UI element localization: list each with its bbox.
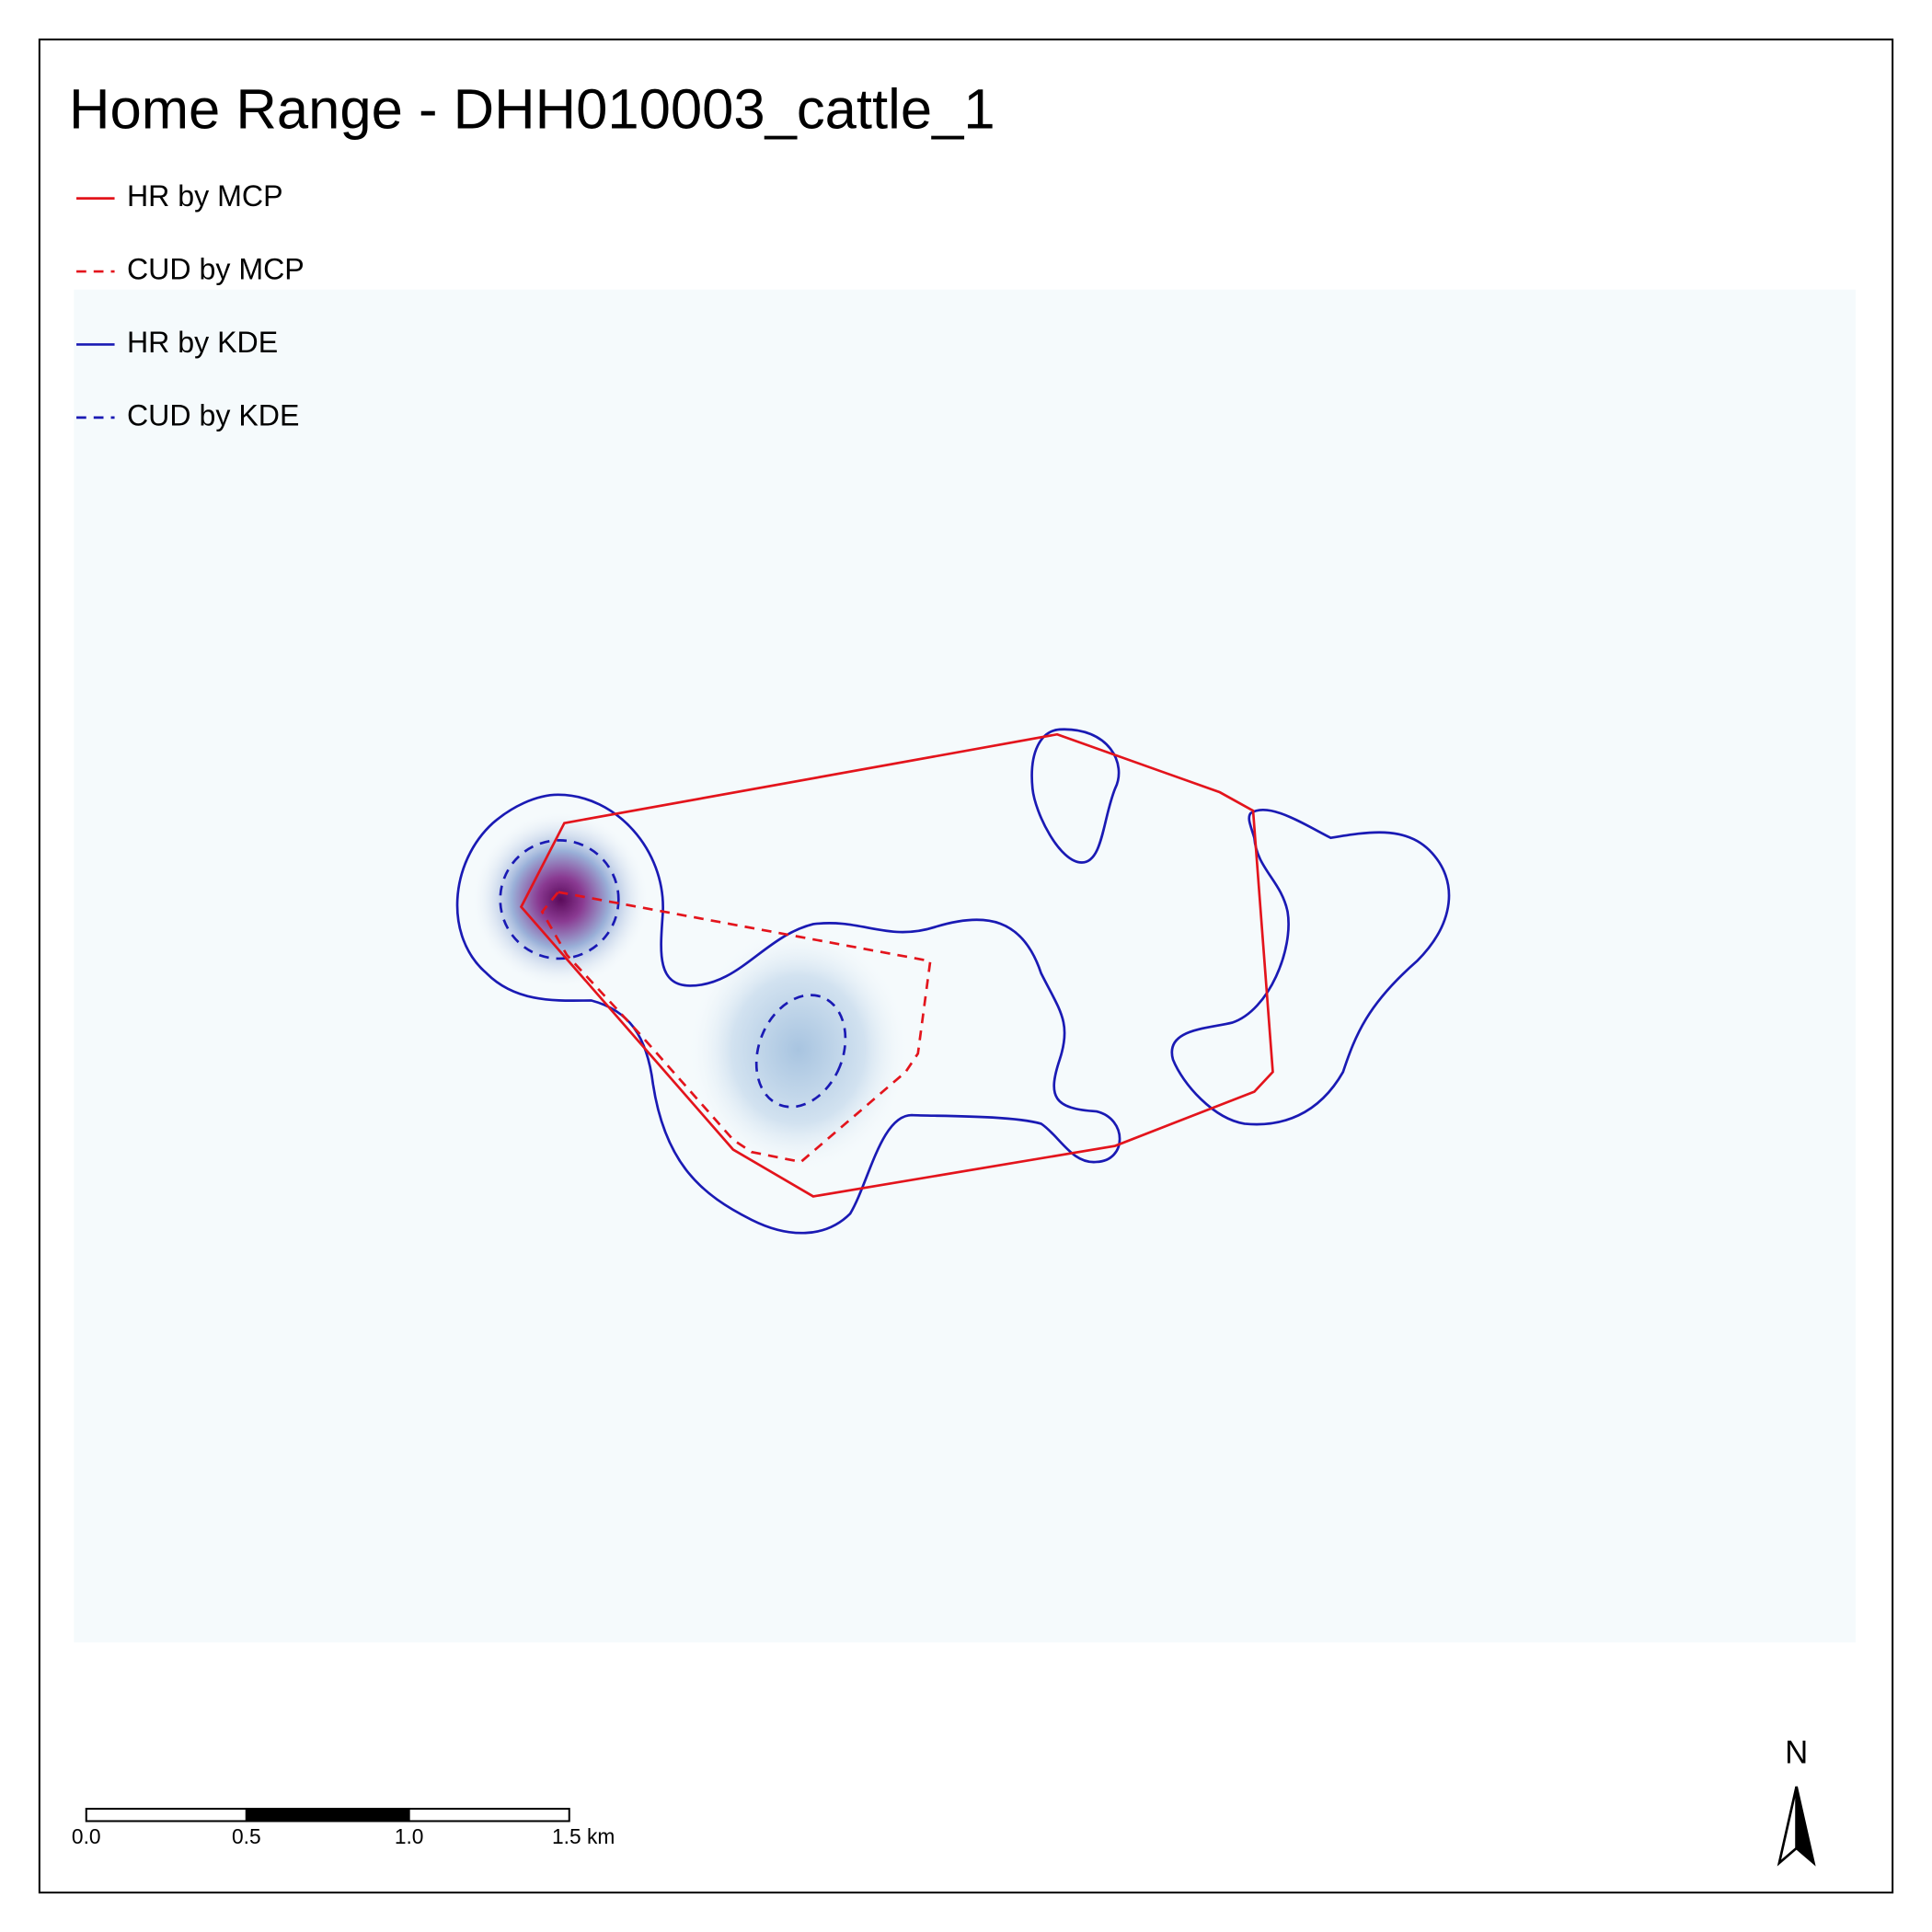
density-core xyxy=(687,926,910,1173)
north-arrow: N xyxy=(1777,1734,1816,1867)
map-layers xyxy=(455,728,1451,1235)
scale-segment xyxy=(245,1808,410,1823)
legend-label: HR by KDE xyxy=(127,326,278,359)
scale-segment xyxy=(85,1808,247,1823)
legend-label: CUD by KDE xyxy=(127,398,299,431)
density-peak xyxy=(471,811,650,989)
scale-bar xyxy=(85,1808,570,1823)
kde-hr xyxy=(455,793,1121,1235)
raster-extent xyxy=(74,289,1856,1643)
scale-labels: 0.0 0.5 1.0 1.5 km xyxy=(72,1824,615,1848)
scale-label: 0.0 xyxy=(72,1824,101,1848)
legend-label: HR by MCP xyxy=(127,179,283,213)
scale-label: 1.0 xyxy=(395,1824,424,1848)
kde-hr xyxy=(1030,728,1121,864)
kde-hr xyxy=(1170,808,1451,1126)
scale-segment xyxy=(408,1808,570,1823)
map-title: Home Range - DHH010003_cattle_1 xyxy=(69,77,995,141)
mcp-cud xyxy=(540,891,932,1164)
scale-label: 1.5 km xyxy=(552,1824,615,1848)
north-arrow-right xyxy=(1795,1786,1816,1867)
scale-label: 0.5 xyxy=(232,1824,261,1848)
legend: HR by MCP CUD by MCP HR by KDE CUD by KDE xyxy=(76,179,305,431)
kde-cud xyxy=(754,994,847,1109)
legend-label: CUD by MCP xyxy=(127,253,305,286)
north-label: N xyxy=(1785,1734,1808,1770)
mcp-hr xyxy=(519,732,1274,1198)
kde-cud xyxy=(499,839,620,960)
